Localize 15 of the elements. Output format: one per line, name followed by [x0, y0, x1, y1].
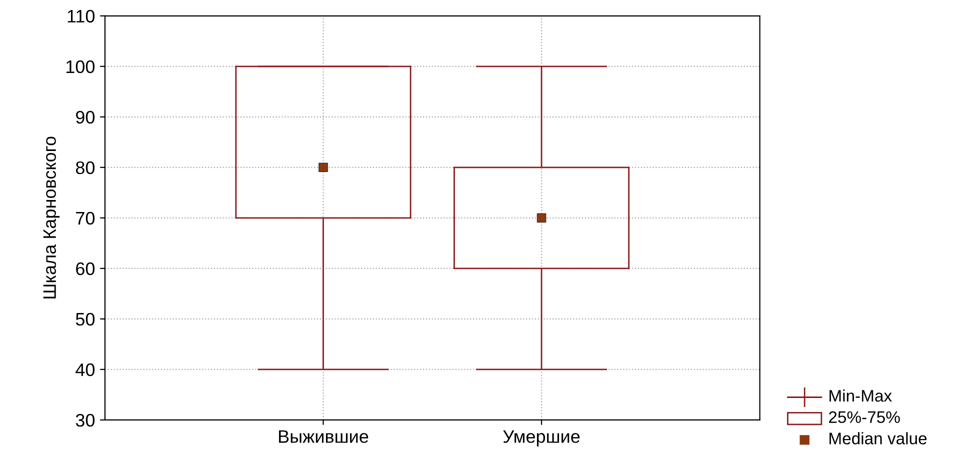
x-tick-label: Выжившие [279, 430, 368, 443]
text: Median value [830, 432, 927, 444]
y-tick-label: 110 [68, 10, 95, 23]
y-tick-label: 50 [76, 312, 95, 326]
y-tick-label: 80 [76, 161, 95, 174]
y-tick-label: 30 [76, 414, 95, 427]
x-tick-label: Умершие [503, 430, 580, 447]
y-tick-label: 60 [76, 262, 95, 276]
y-tick-label: 90 [76, 110, 95, 124]
text: 25%-75% [829, 411, 900, 424]
text: Min-Max [830, 389, 892, 402]
y-tick-label: 100 [66, 60, 95, 74]
y-tick-label: 70 [76, 212, 95, 225]
y-axis-title: Шкала Карновского [43, 136, 60, 298]
y-tick-label: 40 [76, 363, 95, 376]
